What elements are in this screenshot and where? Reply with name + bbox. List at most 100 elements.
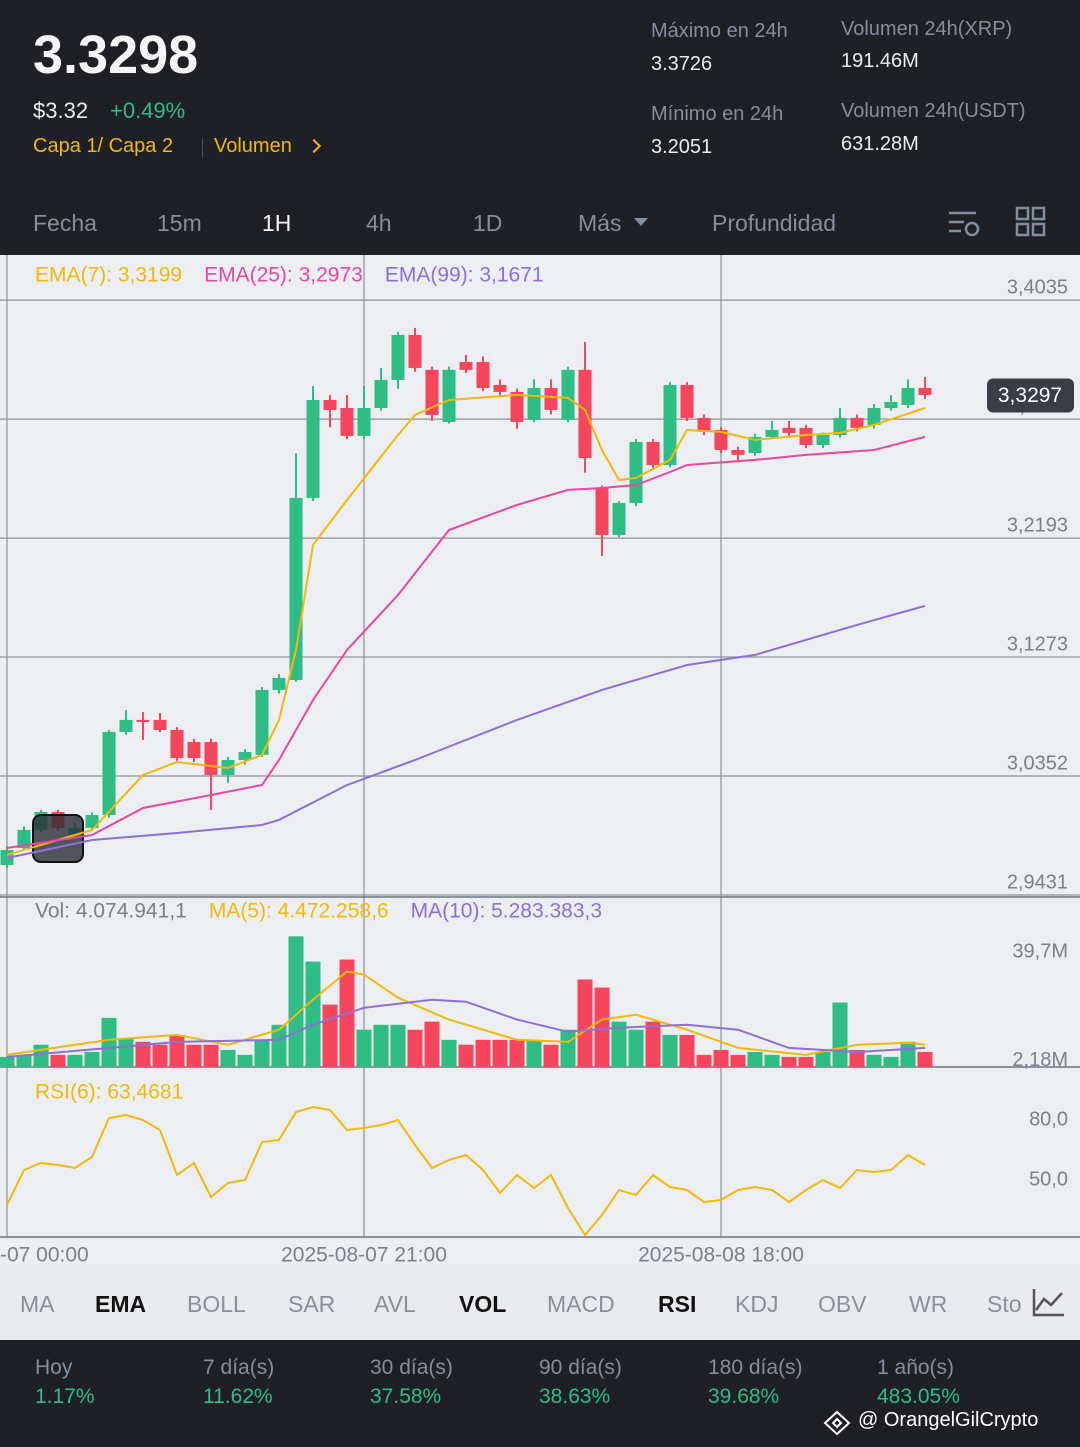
volume-bar bbox=[16, 1054, 32, 1067]
indicator-tab[interactable]: RSI bbox=[658, 1291, 697, 1317]
indicator-tab[interactable]: VOL bbox=[459, 1291, 507, 1317]
stat-value: 3.2051 bbox=[651, 136, 713, 158]
candle-body bbox=[816, 434, 830, 445]
y-tick-label: 39,7M bbox=[1012, 941, 1068, 963]
interval-tab[interactable]: 1D bbox=[473, 210, 503, 236]
layout-icon[interactable] bbox=[1014, 205, 1048, 239]
legend-label: EMA(25): 3,2973 bbox=[204, 264, 363, 287]
interval-tab[interactable]: 4h bbox=[366, 210, 392, 236]
candle-body bbox=[867, 407, 881, 425]
volume-bar bbox=[475, 1039, 491, 1067]
candle-body bbox=[646, 441, 660, 465]
draw-tool-icon[interactable] bbox=[1026, 1285, 1070, 1321]
volume-bar bbox=[611, 1021, 627, 1067]
indicator-tabs: MA EMA BOLL SAR AVL VOL MACD RSI KDJ OBV WR Sto bbox=[0, 1265, 1080, 1340]
volume-bar bbox=[492, 1039, 508, 1067]
return-label: 1 año(s) bbox=[877, 1356, 955, 1379]
candle-body bbox=[119, 719, 133, 732]
stat-value: 191.46M bbox=[841, 50, 919, 72]
volume-bar bbox=[458, 1044, 474, 1067]
last-price: 3.3298 bbox=[33, 25, 199, 85]
legend-label: EMA(7): 3,3199 bbox=[35, 264, 182, 287]
volume-bar bbox=[747, 1051, 763, 1067]
indicator-tab[interactable]: MA bbox=[20, 1291, 55, 1317]
candle-body bbox=[136, 719, 150, 722]
y-tick-label: 50,0 bbox=[1029, 1168, 1068, 1190]
stat-label: Máximo en 24h bbox=[651, 20, 788, 42]
indicator-tab[interactable]: OBV bbox=[818, 1291, 867, 1317]
candle-body bbox=[187, 742, 201, 759]
volume-bar bbox=[203, 1044, 219, 1067]
tag[interactable]: Capa 1/ Capa 2 bbox=[33, 135, 174, 157]
volume-bar bbox=[322, 1004, 338, 1067]
volume-bar bbox=[713, 1049, 729, 1067]
volume-bar bbox=[220, 1049, 236, 1067]
chart: 3,40353,31143,21933,12733,03522,9431-07 … bbox=[0, 255, 1080, 1265]
volume-bar bbox=[254, 1039, 270, 1067]
volume-bar bbox=[645, 1021, 661, 1067]
indicator-tab[interactable]: Sto bbox=[987, 1291, 1022, 1317]
indicator-tab[interactable]: EMA bbox=[95, 1291, 147, 1317]
candle-body bbox=[442, 369, 456, 422]
volume-bar bbox=[798, 1056, 814, 1067]
candle-body bbox=[918, 387, 932, 395]
candle-body bbox=[629, 441, 643, 503]
ema-line bbox=[6, 604, 926, 859]
candle-body bbox=[459, 361, 473, 370]
stat-label: Mínimo en 24h bbox=[651, 103, 784, 125]
volume-bar bbox=[577, 979, 593, 1067]
volume-bar bbox=[407, 1029, 423, 1067]
candle-body bbox=[391, 334, 405, 380]
y-tick-label: 3,4035 bbox=[1007, 276, 1068, 298]
volume-bar bbox=[271, 1024, 287, 1067]
candle-body bbox=[527, 387, 541, 420]
volume-bar bbox=[373, 1024, 389, 1067]
interval-tab[interactable]: Más bbox=[578, 210, 622, 236]
tag[interactable]: Volumen bbox=[214, 135, 292, 157]
indicator-tab[interactable]: AVL bbox=[374, 1291, 416, 1317]
interval-tab[interactable]: Fecha bbox=[33, 210, 97, 236]
volume-bar bbox=[628, 1029, 644, 1067]
indicator-tab[interactable]: BOLL bbox=[187, 1291, 246, 1317]
indicator-tab[interactable]: SAR bbox=[288, 1291, 336, 1317]
indicator-tab[interactable]: KDJ bbox=[735, 1291, 779, 1317]
candle-body bbox=[238, 751, 252, 760]
volume-bar bbox=[917, 1051, 933, 1067]
volume-bar bbox=[679, 1034, 695, 1067]
candle-body bbox=[748, 436, 762, 453]
volume-bar bbox=[815, 1051, 831, 1067]
candle-body bbox=[663, 384, 677, 465]
volume-bar bbox=[781, 1056, 797, 1067]
candle-body bbox=[595, 487, 609, 536]
candle-body bbox=[17, 830, 31, 848]
volume-bar bbox=[866, 1054, 882, 1067]
candle-body bbox=[901, 387, 915, 405]
interval-tab[interactable]: Profundidad bbox=[712, 210, 837, 236]
volume-bar bbox=[356, 1029, 372, 1067]
header: 3.3298 $3.32 +0.49% Capa 1/ Capa 2 Volum… bbox=[0, 0, 1080, 190]
settings-icon[interactable] bbox=[946, 205, 982, 241]
stat-value: 3.3726 bbox=[651, 53, 713, 75]
interval-tab[interactable]: 15m bbox=[157, 210, 202, 236]
indicator-tab[interactable]: MACD bbox=[547, 1291, 615, 1317]
volume-bar bbox=[186, 1044, 202, 1067]
volume-bar bbox=[832, 1002, 848, 1067]
indicator-tab[interactable]: WR bbox=[909, 1291, 948, 1317]
fiat-price: $3.32 bbox=[33, 98, 89, 123]
candle-body bbox=[833, 417, 847, 435]
candle-body bbox=[153, 719, 167, 730]
volume-bar bbox=[84, 1051, 100, 1067]
volume-bar bbox=[441, 1039, 457, 1067]
candle-body bbox=[697, 417, 711, 432]
volume-bar bbox=[730, 1054, 746, 1067]
interval-tab[interactable]: 1H bbox=[262, 210, 292, 236]
candle-body bbox=[170, 729, 184, 759]
return-value: 38.63% bbox=[539, 1385, 611, 1408]
y-tick-label: 80,0 bbox=[1029, 1108, 1068, 1130]
watermark: @ OrangelGilCrypto bbox=[858, 1409, 1039, 1431]
volume-bar bbox=[135, 1041, 151, 1067]
volume-bar bbox=[305, 961, 321, 1067]
return-label: 180 día(s) bbox=[708, 1356, 803, 1379]
chevron-icon bbox=[306, 138, 322, 154]
